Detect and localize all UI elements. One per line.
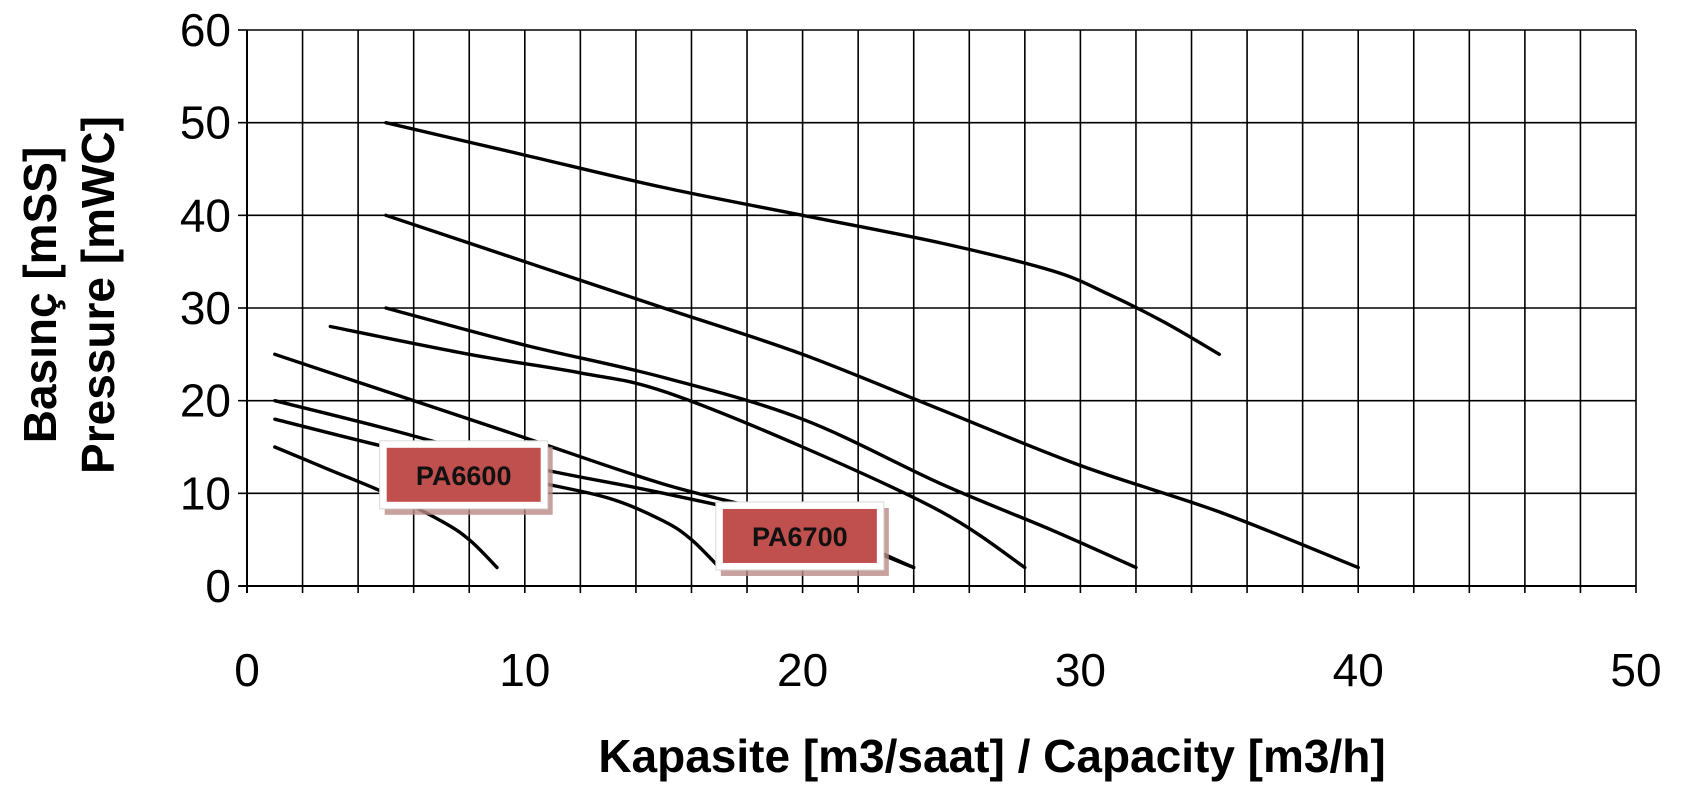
x-tick-label: 30 [1055, 644, 1106, 696]
x-tick-label: 20 [777, 644, 828, 696]
y-tick-label: 40 [180, 189, 231, 241]
y-tick-labels: 0 10 20 30 40 50 60 [180, 4, 231, 612]
x-tick-labels: 0 10 20 30 40 50 [234, 644, 1661, 696]
y-tick-label: 30 [180, 282, 231, 334]
axes [238, 29, 1637, 593]
model-labels: PA6600 PA6700 [379, 440, 889, 576]
model-label-text: PA6600 [416, 461, 512, 491]
y-tick-label: 10 [180, 467, 231, 519]
model-label: PA6700 [715, 501, 889, 576]
model-label-box [386, 447, 541, 502]
y-axis-title-line2: Pressure [mWC] [72, 116, 124, 474]
x-tick-label: 40 [1333, 644, 1384, 696]
y-tick-label: 0 [205, 560, 231, 612]
y-tick-label: 60 [180, 4, 231, 56]
x-axis-title: Kapasite [m3/saat] / Capacity [m3/h] [598, 730, 1385, 782]
pump-curve-6 [384, 306, 1138, 570]
x-tick-label: 50 [1610, 644, 1661, 696]
y-tick-label: 20 [180, 375, 231, 427]
grid-lines [247, 29, 1636, 586]
pump-curve-8 [384, 121, 1221, 356]
model-label-text: PA6700 [752, 522, 848, 552]
x-tick-label: 10 [499, 644, 550, 696]
model-label-box [722, 508, 877, 563]
pump-curve-7 [384, 213, 1360, 570]
model-label: PA6600 [379, 440, 553, 515]
x-tick-label: 0 [234, 644, 260, 696]
y-tick-label: 50 [180, 97, 231, 149]
y-axis-title-line1: Basınç [mSS] [14, 147, 66, 444]
pump-curve-5 [328, 324, 1027, 570]
